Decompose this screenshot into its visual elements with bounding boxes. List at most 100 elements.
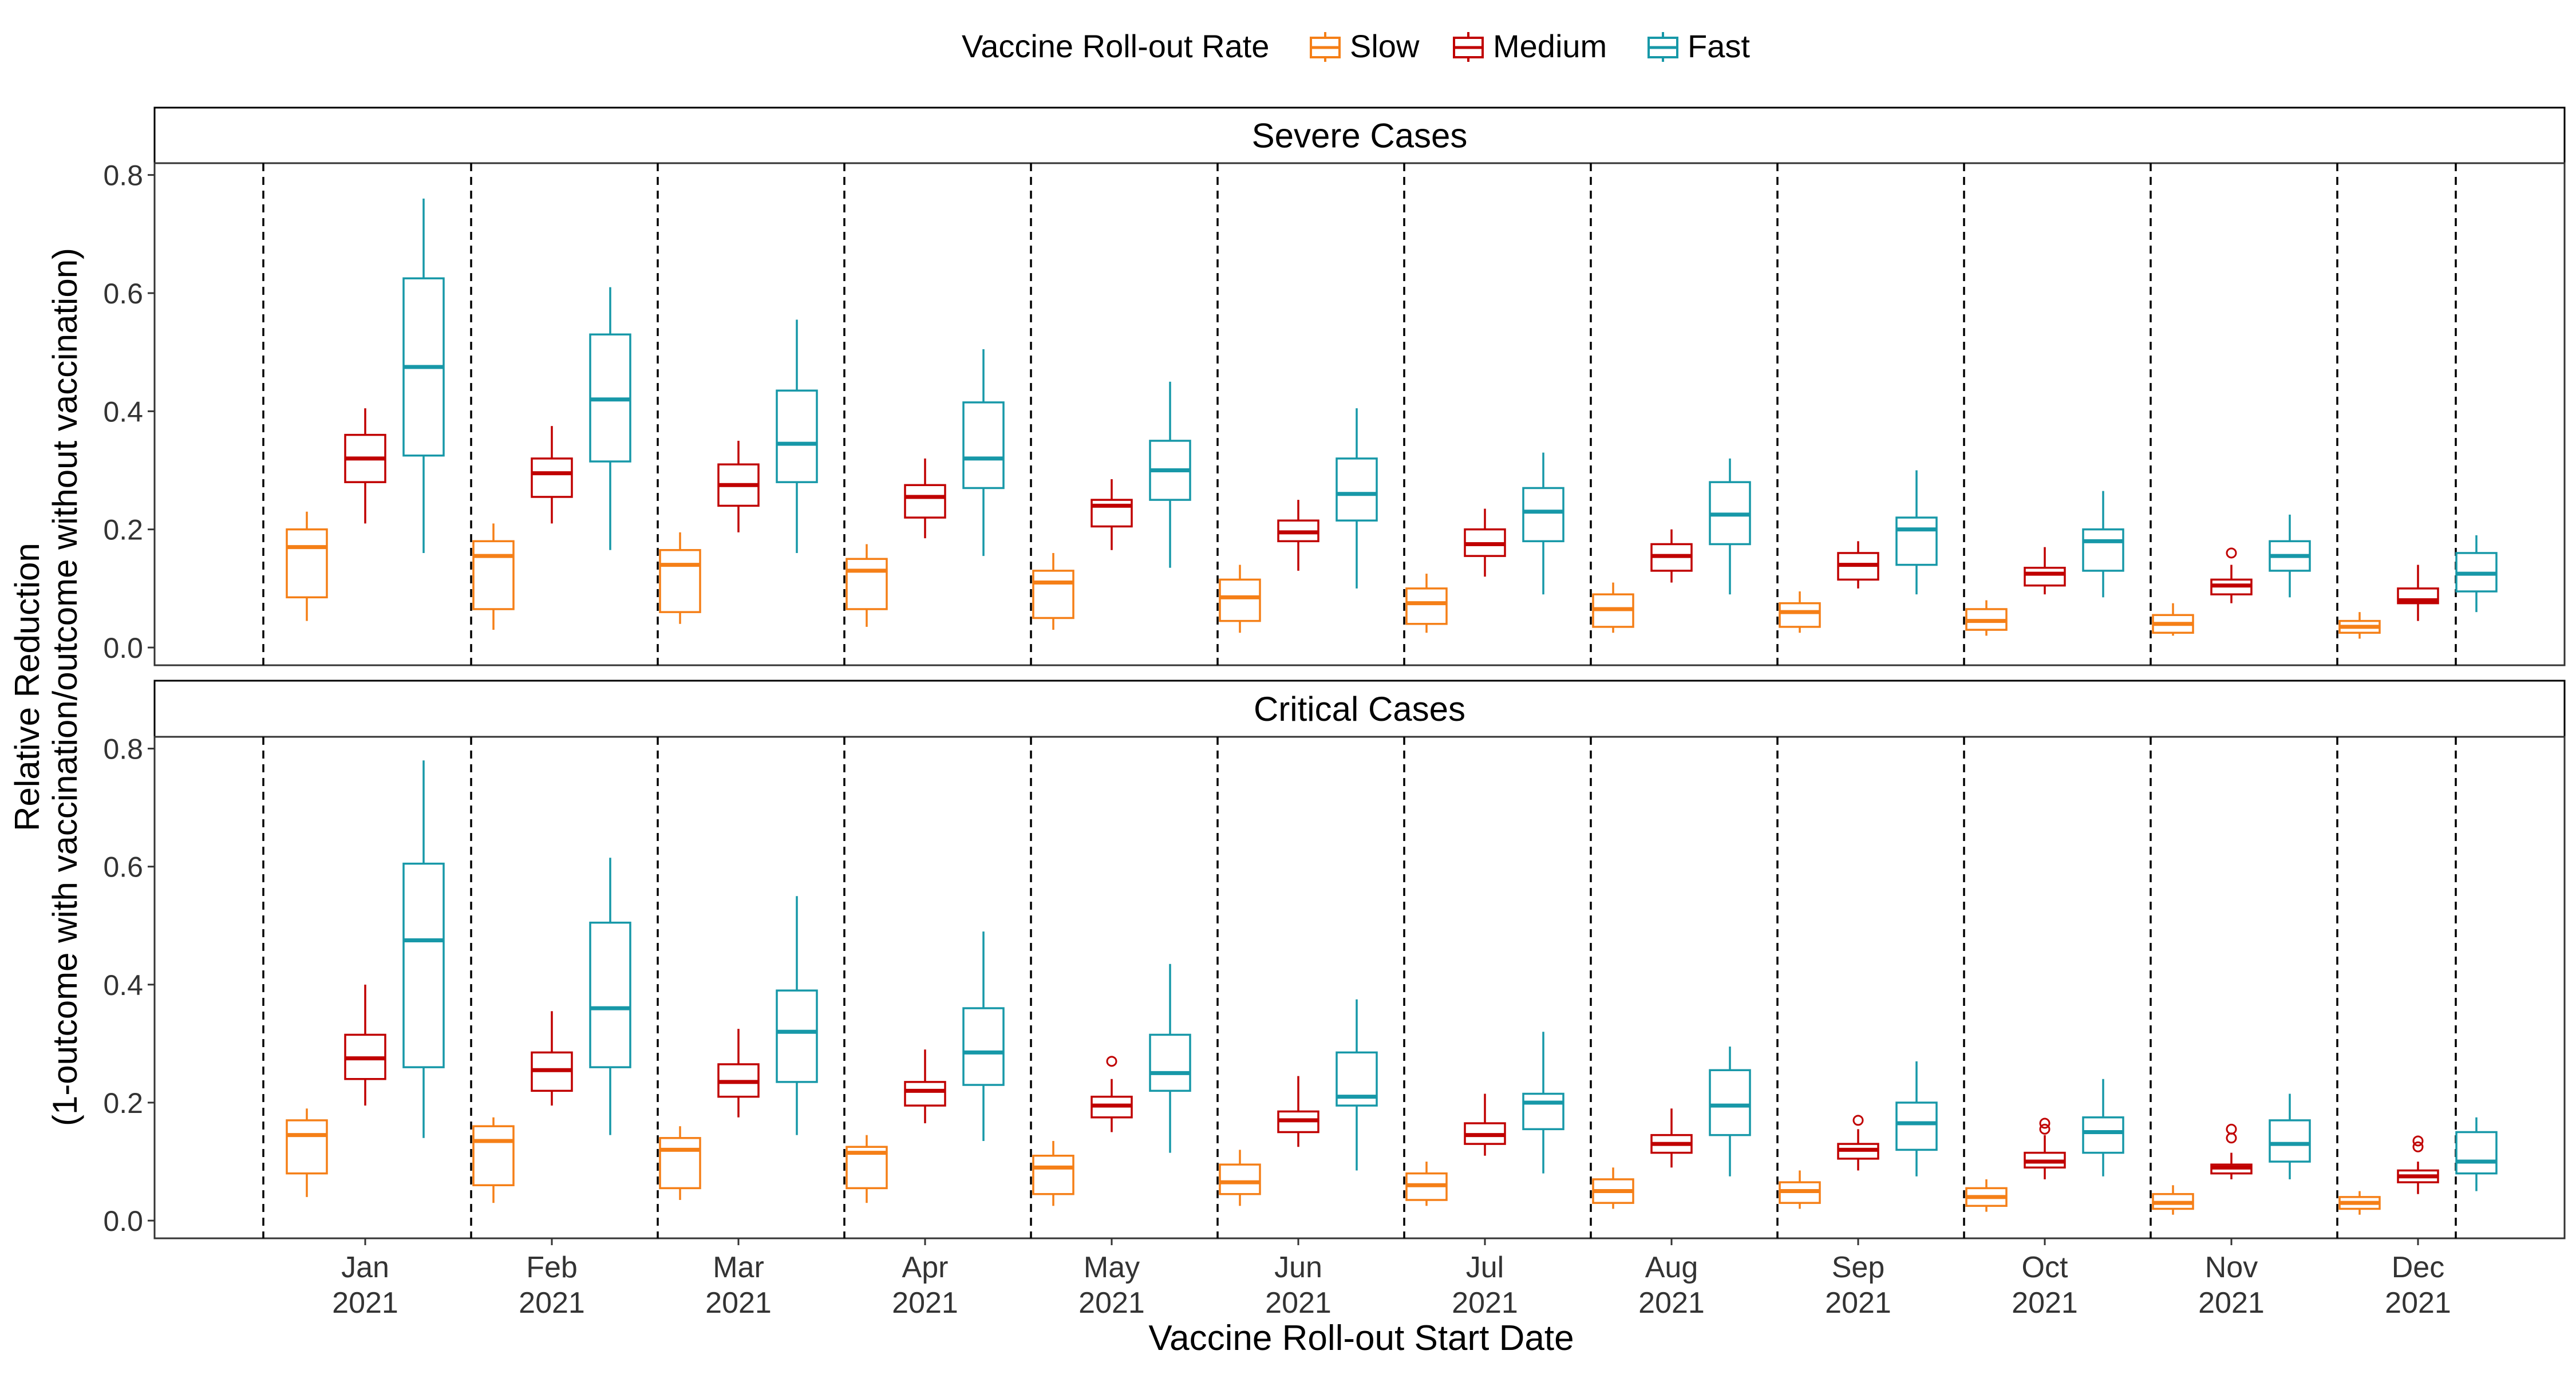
box-body xyxy=(846,558,888,610)
y-axis-label-line2: (1-outcome with vaccination/outcome with… xyxy=(46,248,84,1126)
box-body xyxy=(1522,487,1564,543)
y-axis-label-line1: Relative Reduction xyxy=(8,543,46,831)
box-sep-slow xyxy=(1779,1170,1821,1209)
outlier-point xyxy=(2039,1118,2050,1129)
panel-plot-border xyxy=(153,162,2566,666)
x-tick-label-month: Nov xyxy=(2205,1251,2258,1284)
box-jan-medium xyxy=(344,984,386,1106)
x-tick-label-year: 2021 xyxy=(892,1286,958,1320)
y-tick-label: 0.4 xyxy=(103,396,143,428)
box-apr-fast xyxy=(962,931,1005,1141)
box-nov-fast xyxy=(2269,1093,2311,1179)
box-body xyxy=(1779,602,1821,628)
panel-plot-border xyxy=(153,736,2566,1239)
box-aug-fast xyxy=(1709,1047,1751,1176)
legend: Vaccine Roll-out Rate Slow Medium Fast xyxy=(962,28,1750,64)
box-oct-fast xyxy=(2082,491,2124,598)
panel-critical: Critical Cases 0.0 0.2 0.4 0.6 0.8 xyxy=(103,680,2566,1239)
x-tick-label-month: Aug xyxy=(1645,1251,1698,1284)
box-oct-medium xyxy=(2024,547,2066,595)
box-jul-medium xyxy=(1464,1093,1506,1156)
box-feb-fast xyxy=(589,858,631,1135)
x-tick-label-month: Jan xyxy=(341,1251,389,1284)
box-body xyxy=(962,401,1005,489)
x-tick-label-year: 2021 xyxy=(1078,1286,1145,1320)
y-tick-label: 0.2 xyxy=(103,1087,143,1119)
box-jun-fast xyxy=(1336,999,1378,1171)
x-tick-label-year: 2021 xyxy=(1825,1286,1891,1320)
box-feb-slow xyxy=(472,1117,515,1203)
box-mar-medium xyxy=(717,1029,760,1118)
legend-item-medium: Medium xyxy=(1453,28,1607,64)
y-tick-label: 0.6 xyxy=(103,851,143,883)
outlier-point xyxy=(2226,547,2237,559)
box-may-slow xyxy=(1032,1140,1074,1206)
box-oct-slow xyxy=(1965,600,2008,636)
legend-item-slow: Slow xyxy=(1310,28,1420,64)
x-tick-label-month: Mar xyxy=(713,1251,764,1284)
x-tick-label-year: 2021 xyxy=(705,1286,772,1320)
box-body xyxy=(1032,570,1074,619)
box-oct-slow xyxy=(1965,1179,2008,1212)
box-jun-medium xyxy=(1277,1076,1319,1147)
outlier-point xyxy=(2412,1141,2424,1152)
x-tick-label-month: Jul xyxy=(1466,1251,1504,1284)
box-body xyxy=(286,528,328,599)
box-sep-fast xyxy=(1895,1061,1938,1176)
outlier-point xyxy=(2412,1135,2424,1147)
box-sep-medium xyxy=(1837,541,1879,589)
x-tick-label-year: 2021 xyxy=(1265,1286,1332,1320)
box-oct-medium xyxy=(2024,1135,2066,1179)
x-tick-label-month: Sep xyxy=(1832,1251,1885,1284)
box-body xyxy=(1895,516,1938,566)
box-may-fast xyxy=(1149,964,1191,1153)
box-apr-medium xyxy=(904,458,946,539)
box-body xyxy=(531,457,573,498)
box-jul-slow xyxy=(1405,574,1448,633)
box-dec-fast xyxy=(2455,1117,2498,1191)
box-aug-slow xyxy=(1592,582,1634,633)
box-may-medium xyxy=(1091,479,1133,550)
x-tick-label-year: 2021 xyxy=(2385,1286,2451,1320)
box-body xyxy=(776,389,818,483)
box-jan-fast xyxy=(402,198,445,553)
box-may-fast xyxy=(1149,381,1191,568)
x-tick-label-year: 2021 xyxy=(2198,1286,2265,1320)
panel-title: Severe Cases xyxy=(1252,117,1468,155)
y-tick-label: 0.2 xyxy=(103,514,143,546)
box-sep-slow xyxy=(1779,591,1821,633)
legend-item-fast: Fast xyxy=(1647,28,1750,64)
box-mar-fast xyxy=(776,896,818,1135)
box-nov-slow xyxy=(2152,603,2194,636)
x-tick-label-month: Feb xyxy=(526,1251,578,1284)
box-dec-medium xyxy=(2397,564,2439,621)
box-feb-medium xyxy=(531,1011,573,1106)
box-body xyxy=(1336,457,1378,522)
box-nov-slow xyxy=(2152,1185,2194,1215)
box-aug-medium xyxy=(1650,1108,1693,1168)
box-oct-fast xyxy=(2082,1079,2124,1176)
outlier-point xyxy=(2226,1132,2237,1144)
box-body xyxy=(2082,528,2124,572)
x-tick-label-year: 2021 xyxy=(2012,1286,2078,1320)
box-jul-medium xyxy=(1464,508,1506,577)
box-body xyxy=(1149,1033,1191,1092)
box-body xyxy=(589,921,631,1068)
box-apr-medium xyxy=(904,1049,946,1124)
x-tick-label-month: Dec xyxy=(2392,1251,2444,1284)
box-jun-medium xyxy=(1277,500,1319,571)
box-dec-fast xyxy=(2455,535,2498,613)
box-body xyxy=(659,549,701,613)
box-body xyxy=(904,1081,946,1107)
y-tick-label: 0.8 xyxy=(103,160,143,192)
box-body xyxy=(1219,578,1261,622)
box-body xyxy=(286,1119,328,1175)
box-jan-slow xyxy=(286,511,328,621)
legend-label: Medium xyxy=(1493,28,1607,64)
box-nov-medium xyxy=(2210,1152,2253,1179)
x-tick-label-year: 2021 xyxy=(519,1286,585,1320)
box-apr-fast xyxy=(962,349,1005,556)
box-body xyxy=(1032,1154,1074,1195)
box-feb-fast xyxy=(589,287,631,550)
box-aug-medium xyxy=(1650,529,1693,583)
